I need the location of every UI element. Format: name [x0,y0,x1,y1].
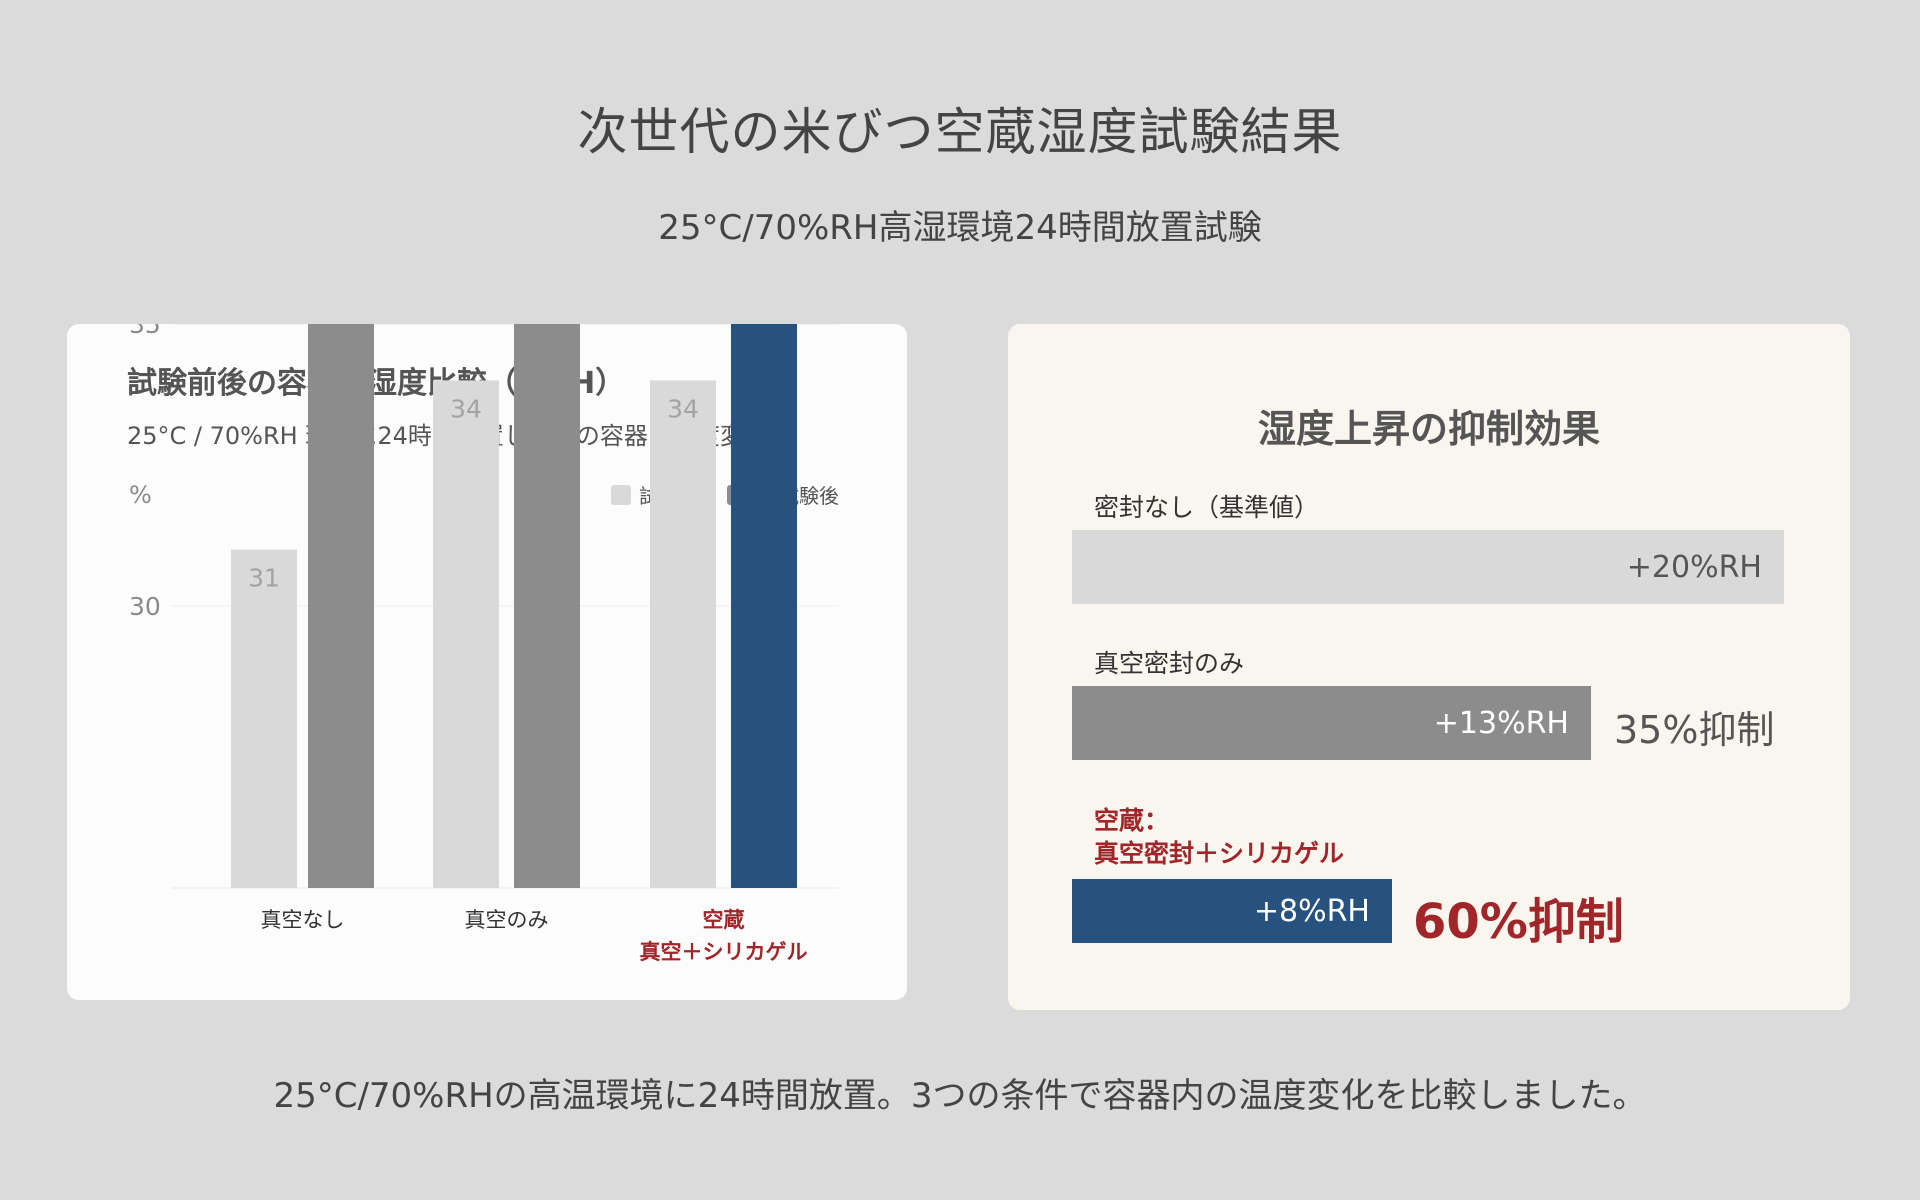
bar-after-2 [731,324,797,888]
category-label-0: 真空なし [261,908,345,932]
bar-before-1 [433,380,499,888]
bar-before-0 [231,549,297,888]
row-label-kuzo-line2: 真空密封＋シリカゲル [1094,839,1345,868]
page-title: 次世代の米びつ空蔵湿度試験結果 [577,103,1343,161]
bar-chart: %3035404550553151+20%RH真空なし3447+13%RH真空の… [129,324,839,964]
hbar-value-no-seal: +20%RH [1626,549,1762,585]
hbar-value-vacuum: +13%RH [1433,705,1569,741]
hbar-kuzo: +8%RH [1072,879,1392,943]
footer-note: 25°C/70%RHの高温環境に24時間放置。3つの条件で容器内の温度変化を比較… [273,1076,1647,1116]
bar-before-label-2: 34 [667,394,699,423]
category-label-1: 真空のみ [465,908,549,932]
bar-after-0 [308,324,374,888]
bar-before-label-0: 31 [248,564,280,593]
bar-after-1 [514,324,580,889]
bar-before-label-1: 34 [450,394,482,423]
hbar-value-kuzo: +8%RH [1253,893,1370,929]
row-label-kuzo-line1: 空蔵： [1094,806,1170,835]
bar-before-2 [650,380,716,888]
hbar-vacuum: +13%RH [1072,686,1591,760]
y-axis-unit: % [129,481,152,509]
suppression-title: 湿度上昇の抑制効果 [1257,407,1600,451]
humidity-comparison-card: 試験前後の容器内湿度比較（%RH） 25°C / 70%RH 環境に24時間放置… [67,324,907,1000]
row-label-vacuum: 真空密封のみ [1094,649,1245,678]
suppression-card: 湿度上昇の抑制効果 密封なし（基準値） +20%RH 真空密封のみ +13%RH… [1008,324,1850,1010]
hbar-no-seal: +20%RH [1072,530,1784,604]
row-label-no-seal: 密封なし（基準値） [1094,493,1320,522]
legend-swatch-before [611,484,631,505]
row-label-kuzo: 空蔵： 真空密封＋シリカゲル [1094,804,1344,870]
suppress-label-kuzo: 60%抑制 [1413,894,1624,950]
category-label2-2: 真空＋シリカゲル [640,940,808,964]
y-tick-35: 35 [129,324,161,339]
y-tick-30: 30 [129,592,161,621]
category-label-2: 空蔵 [703,908,745,932]
page-subtitle: 25°C/70%RH高湿環境24時間放置試験 [658,208,1262,248]
suppress-label-vacuum: 35%抑制 [1614,708,1775,752]
